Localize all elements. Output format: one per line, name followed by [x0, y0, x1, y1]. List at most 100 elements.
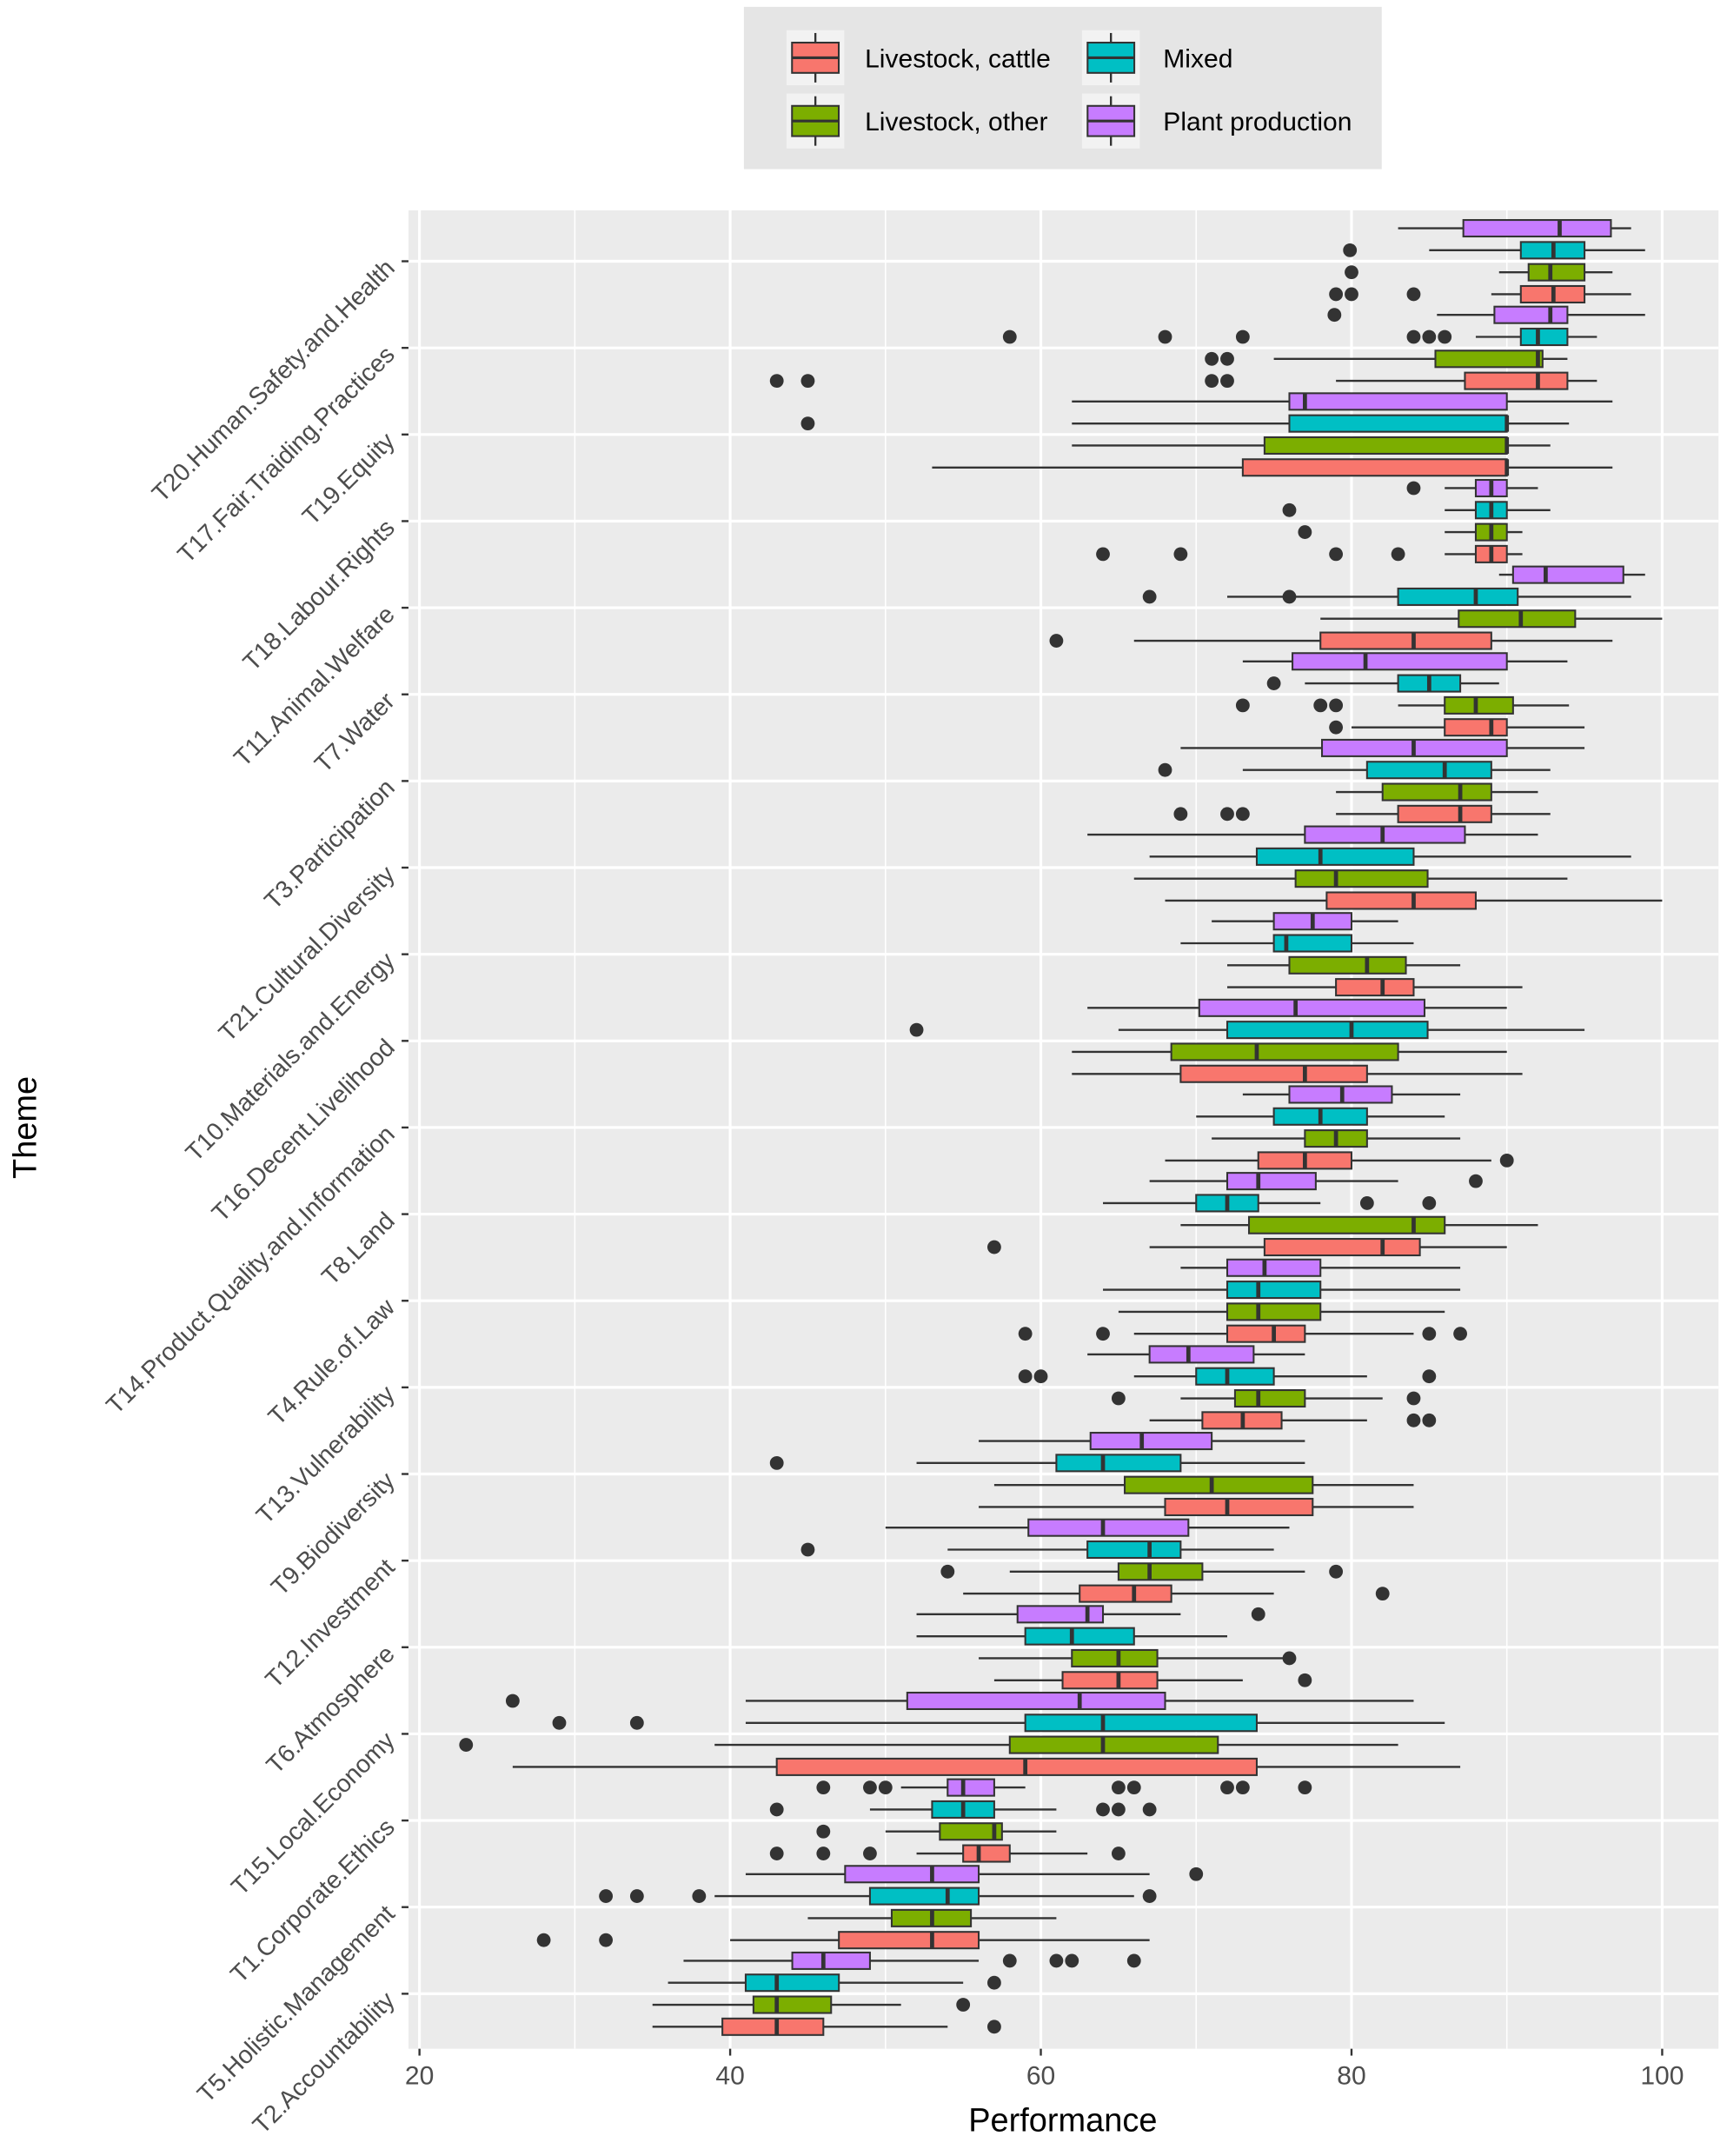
box-mixed	[599, 1886, 1157, 1906]
box-plant-production	[1180, 738, 1585, 757]
box-mixed	[800, 414, 1570, 433]
box-livestock-other	[993, 1475, 1414, 1494]
box-livestock-other	[1235, 695, 1570, 715]
iqr-box	[1016, 1605, 1105, 1624]
iqr-box	[1247, 1215, 1446, 1234]
outlier-point	[1375, 1587, 1390, 1601]
outlier-point	[1329, 1564, 1344, 1579]
outlier-point	[1235, 1780, 1250, 1795]
iqr-box	[1226, 1258, 1322, 1277]
iqr-box	[1170, 1042, 1399, 1061]
iqr-box	[1434, 349, 1544, 369]
outlier-point	[769, 1802, 784, 1817]
outlier-point	[1329, 720, 1344, 735]
iqr-box	[1027, 1518, 1190, 1537]
outlier-point	[1142, 1802, 1157, 1817]
iqr-box	[1319, 631, 1492, 650]
outlier-point	[1329, 547, 1344, 562]
outlier-point	[1406, 1413, 1421, 1427]
outlier-point	[909, 1022, 924, 1037]
outlier-point	[1049, 1953, 1064, 1968]
box-livestock-cattle	[1329, 284, 1631, 303]
outlier-point	[1359, 1196, 1374, 1210]
box-mixed	[1158, 761, 1551, 780]
outlier-point	[1220, 807, 1234, 822]
iqr-box	[1294, 869, 1429, 888]
iqr-box	[1089, 1432, 1213, 1451]
outlier-point	[940, 1564, 955, 1579]
iqr-box	[1226, 1302, 1322, 1321]
box-livestock-cattle	[652, 2017, 1001, 2036]
box-mixed	[916, 1627, 1227, 1646]
iqr-box	[1226, 1324, 1306, 1343]
x-tick-label: 100	[1640, 2062, 1684, 2091]
box-mixed	[1266, 674, 1499, 693]
outlier-point	[1422, 329, 1437, 344]
outlier-point	[599, 1889, 614, 1903]
iqr-box	[1124, 1475, 1314, 1494]
outlier-point	[1111, 1391, 1126, 1406]
iqr-box	[1195, 1367, 1275, 1386]
outlier-point	[505, 1694, 520, 1708]
iqr-box	[1117, 1562, 1204, 1581]
outlier-point	[1111, 1780, 1126, 1795]
outlier-point	[1251, 1607, 1265, 1621]
legend-label: Livestock, cattle	[865, 45, 1051, 74]
iqr-box	[1198, 998, 1426, 1017]
iqr-box	[906, 1691, 1166, 1710]
outlier-point	[987, 1240, 1001, 1254]
outlier-point	[1033, 1369, 1048, 1384]
outlier-point	[1235, 807, 1250, 822]
box-mixed	[769, 1454, 1305, 1473]
outlier-point	[1189, 1867, 1204, 1881]
iqr-box	[1325, 891, 1477, 910]
box-mixed	[1103, 1281, 1461, 1300]
box-livestock-cattle	[512, 1757, 1461, 1776]
y-tick-label: T11.Animal.Welfare	[229, 601, 400, 772]
iqr-box	[1263, 436, 1508, 455]
box-livestock-cattle	[1173, 804, 1551, 823]
iqr-box	[752, 1995, 833, 2014]
box-plant-production	[1242, 1085, 1461, 1104]
iqr-box	[1292, 652, 1508, 671]
outlier-point	[1111, 1802, 1126, 1817]
outlier-point	[878, 1780, 893, 1795]
box-plant-production	[1406, 478, 1538, 497]
outlier-point	[1298, 525, 1312, 539]
outlier-point	[1065, 1953, 1079, 1968]
outlier-point	[1173, 807, 1188, 822]
outlier-point	[1327, 308, 1342, 323]
box-livestock-cattle	[769, 1844, 1126, 1863]
iqr-box	[1304, 825, 1466, 844]
box-plant-production	[816, 1778, 1312, 1797]
box-plant-production	[1180, 1258, 1461, 1277]
box-livestock-cattle	[536, 1931, 1150, 1950]
outlier-point	[1329, 287, 1344, 302]
outlier-point	[1422, 1413, 1437, 1427]
outlier-point	[1142, 589, 1157, 604]
box-plant-production	[885, 1518, 1290, 1537]
outlier-point	[769, 374, 784, 389]
outlier-point	[1298, 1780, 1312, 1795]
outlier-point	[1220, 374, 1234, 389]
box-livestock-cattle	[1165, 1151, 1514, 1170]
outlier-point	[863, 1780, 877, 1795]
box-livestock-cattle	[1049, 631, 1613, 650]
x-tick-label: 80	[1337, 2062, 1365, 2091]
box-livestock-other	[1072, 1042, 1507, 1061]
box-livestock-cattle	[1226, 978, 1523, 997]
box-livestock-other	[459, 1735, 1398, 1754]
outlier-point	[1111, 1847, 1126, 1860]
y-axis-title: Theme	[7, 1076, 43, 1179]
iqr-box	[868, 1886, 980, 1906]
outlier-point	[1313, 698, 1328, 713]
iqr-box	[1164, 1497, 1314, 1516]
outlier-point	[1343, 243, 1358, 257]
box-livestock-other	[940, 1562, 1344, 1581]
box-plant-production	[916, 1605, 1265, 1624]
iqr-box	[1397, 804, 1492, 823]
iqr-box	[962, 1844, 1011, 1863]
outlier-point	[1469, 1174, 1483, 1188]
box-livestock-other	[1111, 1389, 1421, 1408]
outlier-point	[1205, 351, 1219, 366]
